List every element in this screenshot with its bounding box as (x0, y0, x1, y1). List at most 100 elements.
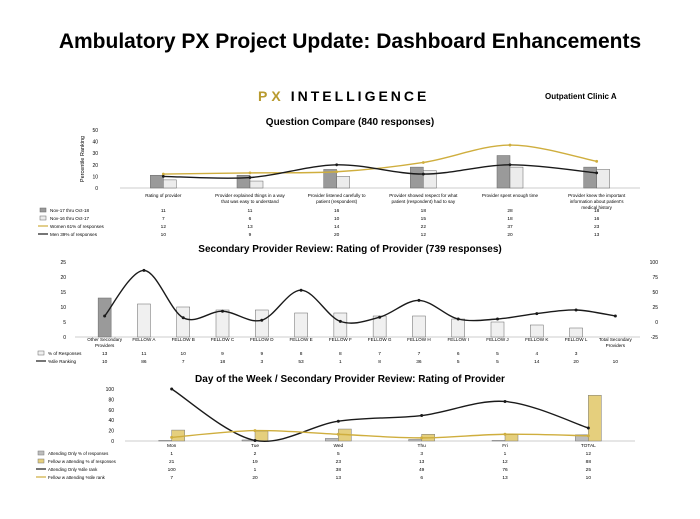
chart3-table-value: 1 (504, 451, 507, 457)
chart1-bar-current (150, 174, 164, 189)
chart2-point (181, 316, 185, 320)
chart3-table-value: 10 (586, 475, 592, 481)
chart1-table-value: 10 (334, 216, 340, 222)
chart3-table-value: 100 (168, 467, 176, 473)
chart3-point (503, 432, 507, 436)
chart3-point (253, 429, 257, 433)
chart1-category-label: medical history (581, 205, 612, 210)
chart1-table-value: 23 (594, 224, 600, 230)
chart2-category-label: Providers (606, 343, 626, 348)
chart3-point (503, 399, 507, 403)
chart3-bar-1 (588, 394, 602, 442)
chart1-category-label: patient (respondent) had to say (392, 199, 456, 204)
chart1-point (161, 175, 165, 178)
chart1-ytick: 20 (92, 163, 98, 169)
chart1-point (335, 170, 339, 174)
chart3-category-label: Mon (167, 443, 177, 449)
chart3-table-value: 13 (502, 475, 508, 481)
chart3-table-value: 6 (420, 475, 423, 481)
chart2-bar (569, 327, 583, 338)
chart2-table-value: 7 (182, 359, 185, 365)
chart2-table-value: 4 (535, 351, 538, 357)
chart1-ytick: 50 (92, 128, 98, 134)
chart3-ytick: 40 (108, 418, 114, 424)
chart1-category-label: information about patient's (570, 199, 624, 204)
chart2-y2tick: 25 (652, 305, 658, 311)
chart1-bar-prior (249, 180, 264, 189)
chart2-bar (530, 324, 544, 338)
chart1-line-2 (163, 144, 597, 175)
chart2-point (417, 298, 421, 302)
chart1-bar-prior (163, 179, 177, 189)
chart3-point (420, 414, 424, 418)
chart3-ytick: 60 (108, 408, 114, 414)
chart3-ytick: 0 (111, 439, 114, 445)
chart1-point (508, 143, 512, 147)
chart2-bar (451, 318, 465, 338)
chart2-category-label: FELLOW H (407, 337, 430, 342)
chart1-legend-label: Men 39% of responses (50, 232, 98, 237)
page-title: Ambulatory PX Project Update: Dashboard … (58, 30, 642, 53)
chart1-category-label: Provider explained things in a way (215, 193, 285, 198)
chart1-legend-label: Nov-16 thru Oct-17 (50, 216, 90, 221)
chart3-table-value: 12 (502, 459, 508, 465)
chart2-category-label: Providers (95, 343, 115, 348)
chart2-bar (333, 312, 348, 338)
chart1-bar-current (410, 166, 424, 189)
chart2-table-value: 3 (575, 351, 578, 357)
chart1-table-value: 20 (507, 232, 513, 238)
chart1-table-value: 7 (162, 216, 165, 222)
chart3-table-value: 1 (254, 467, 257, 473)
chart1-category-label: Rating of provider (145, 193, 182, 198)
chart2-category-label: FELLOW J (486, 337, 508, 342)
chart2-table-value: 11 (141, 351, 146, 357)
chart3-category-label: Thu (418, 443, 427, 449)
chart1-point (248, 176, 252, 179)
chart1-category-label: Provider knew the important (568, 193, 626, 198)
chart2-ytick: 25 (60, 260, 66, 266)
chart1-point (595, 159, 599, 163)
chart3-point (170, 435, 174, 439)
chart2-ytick: 0 (63, 335, 66, 341)
chart3-ytick: 100 (106, 387, 115, 393)
chart2-point (103, 314, 107, 318)
chart1-table-value: 10 (161, 232, 167, 238)
chart2-legend-swatch (37, 350, 45, 356)
chart2-category-label: FELLOW E (289, 337, 312, 342)
chart2-table-value: 9 (221, 351, 224, 357)
chart3-point (170, 387, 174, 391)
chart2-table-value: 5 (496, 351, 499, 357)
chart3-bar-0 (408, 439, 422, 442)
chart1-table-value: 12 (161, 224, 167, 230)
chart2-category-label: FELLOW C (211, 337, 235, 342)
chart3-table-value: 12 (586, 451, 592, 457)
chart2-table-value: 13 (102, 351, 108, 357)
chart1-bar-prior (596, 169, 610, 189)
chart2-y2tick: -25 (651, 335, 658, 341)
chart2-table-value: 8 (378, 359, 381, 365)
chart1-ytick: 30 (92, 151, 98, 157)
chart1-table-value: 37 (507, 224, 513, 230)
chart2-table-value: 20 (573, 359, 579, 365)
chart3-legend-swatch (37, 450, 45, 456)
chart2-category-label: FELLOW L (565, 337, 588, 342)
chart3-point (336, 419, 340, 423)
chart2-table-value: 7 (378, 351, 381, 357)
chart3-category-label: Tue (251, 443, 259, 449)
chart1-point (161, 172, 165, 176)
chart1-category-label: that was easy to understand (221, 199, 279, 204)
chart2-point (221, 309, 224, 313)
chart3-bar-1 (504, 434, 519, 442)
chart2-point (260, 318, 264, 322)
chart1-table-value: 16 (594, 216, 600, 222)
chart1-bar-prior (509, 166, 524, 189)
chart1-table-value: 14 (334, 224, 340, 230)
chart3-bar-1 (254, 430, 269, 442)
chart1-legend-label: Women 61% of responses (50, 224, 104, 229)
chart3-table-value: 25 (586, 467, 592, 473)
chart1-category-label: Provider listened carefully to (308, 193, 366, 198)
chart2-table-value: 8 (300, 351, 303, 357)
chart3-table-value: 1 (170, 451, 173, 457)
chart3-point (253, 438, 257, 442)
